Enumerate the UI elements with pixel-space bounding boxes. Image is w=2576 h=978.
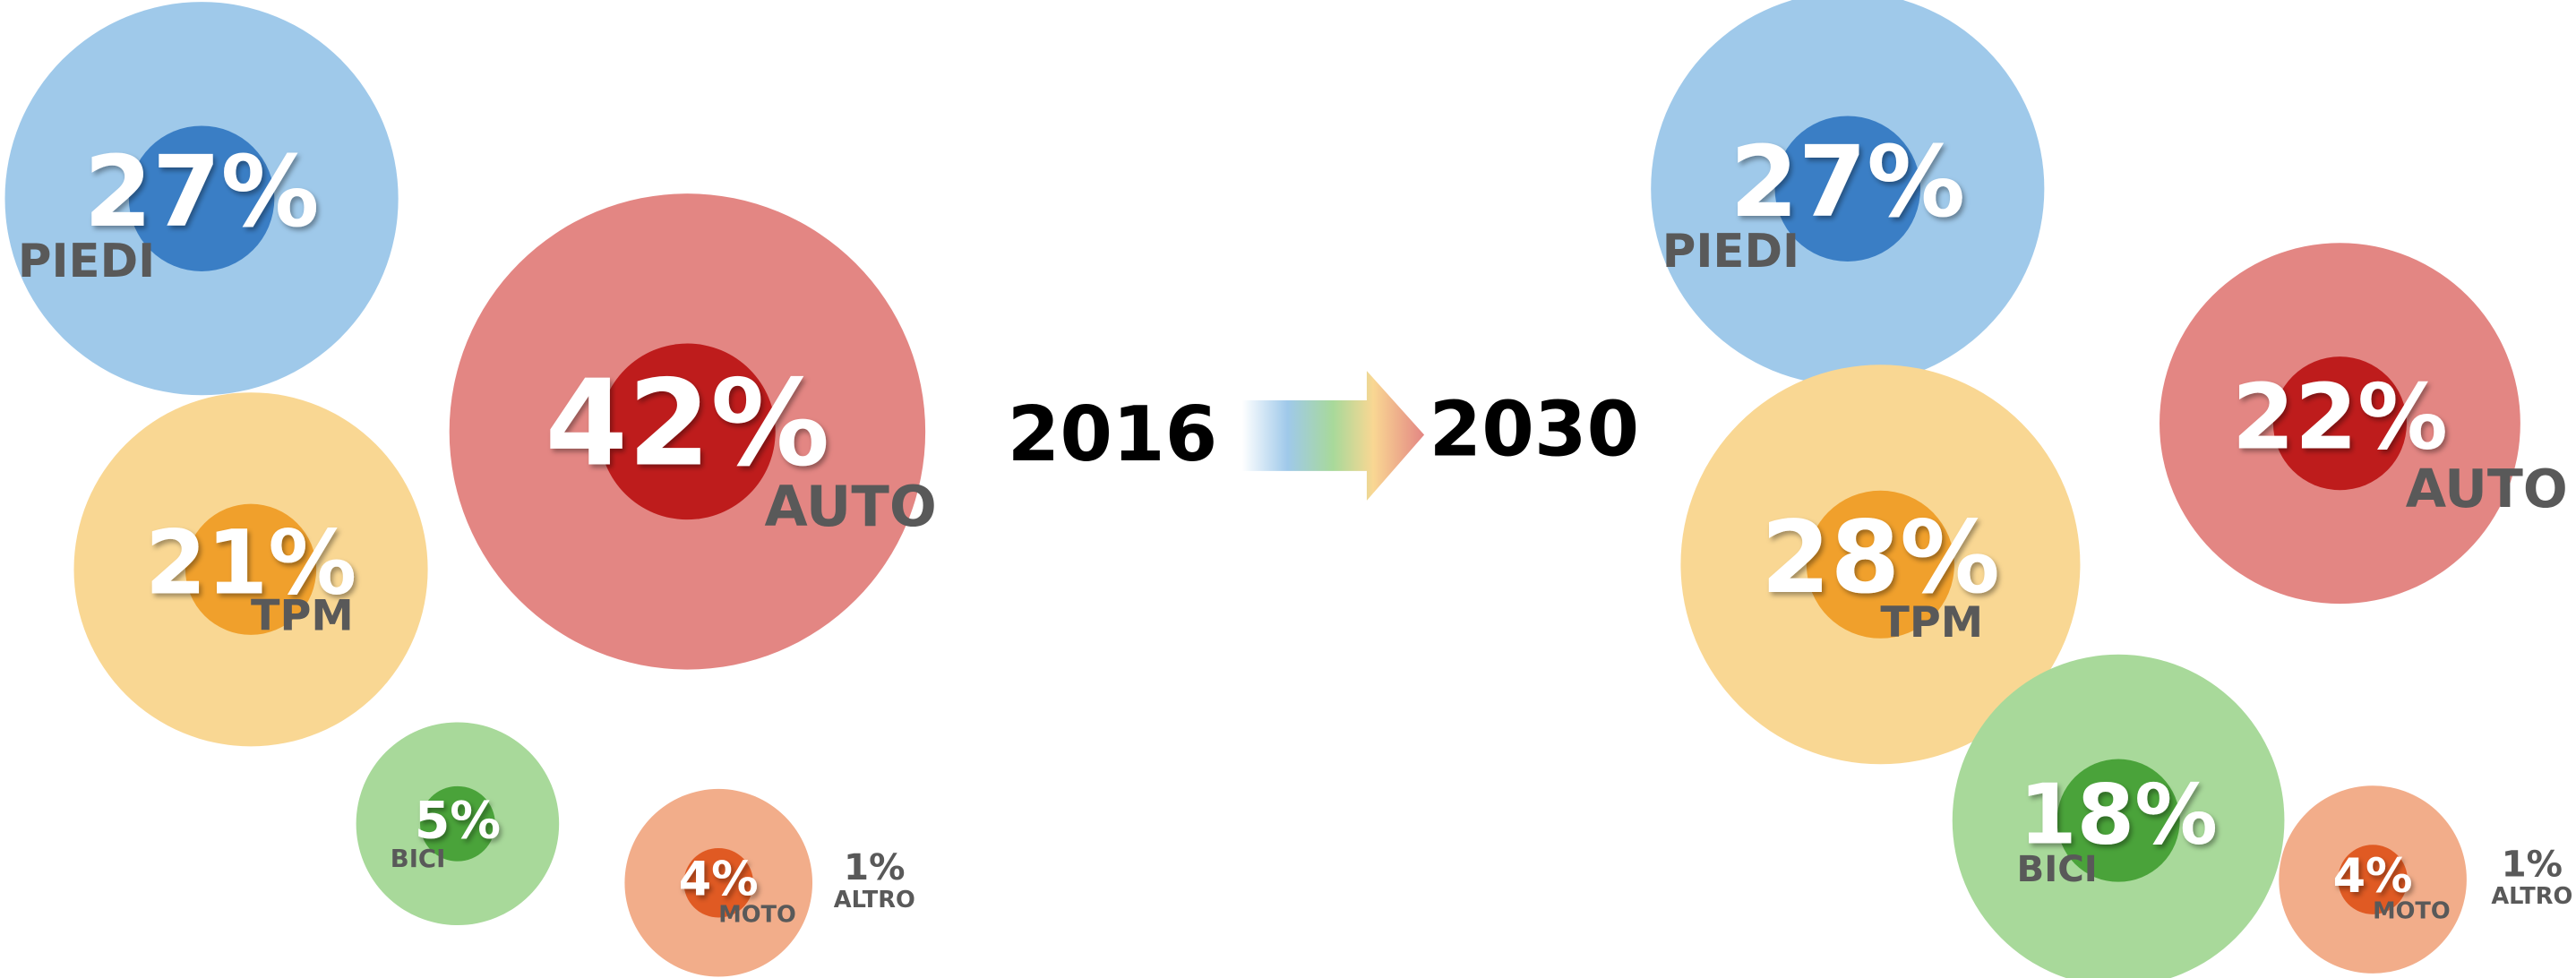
category-label: MOTO [2373, 898, 2451, 925]
value-label: 5% [415, 791, 501, 850]
value-label: 27% [1730, 124, 1965, 239]
value-label: 4% [2333, 849, 2413, 904]
category-label: AUTO [765, 474, 937, 539]
category-label: TPM [251, 592, 354, 641]
category-label: AUTO [2406, 459, 2568, 519]
bubble-core [185, 503, 317, 635]
category-label: MOTO [718, 901, 796, 928]
category-label: ALTRO [834, 887, 915, 914]
category-label: ALTRO [2491, 883, 2572, 910]
bubble-core [128, 125, 275, 271]
category-label: BICI [2017, 848, 2098, 890]
bubble-core [599, 343, 776, 520]
bubble-core [1774, 116, 1921, 262]
value-label: 4% [679, 853, 759, 907]
arrow [1241, 371, 1425, 501]
category-label: BICI [391, 845, 446, 873]
value-label: 42% [545, 355, 829, 493]
category-label: PIEDI [18, 235, 155, 288]
bubble-core [2272, 356, 2407, 491]
bubble-core [419, 785, 495, 862]
bubble-core [2338, 845, 2408, 914]
category-label: TPM [1880, 598, 1983, 648]
year-to: 2030 [1430, 385, 1640, 473]
bubble-core [1806, 490, 1954, 639]
year-from: 2016 [1008, 390, 1218, 478]
value-label: 1% [844, 846, 905, 888]
category-label: PIEDI [1662, 225, 1799, 279]
value-label: 1% [2502, 843, 2563, 885]
bubble-core [2057, 759, 2180, 882]
bubble-core [683, 847, 753, 918]
value-label: 27% [84, 134, 320, 249]
value-label: 22% [2232, 365, 2448, 470]
value-label: 28% [1761, 501, 2000, 616]
value-label: 21% [145, 512, 356, 615]
value-label: 18% [2019, 766, 2218, 862]
